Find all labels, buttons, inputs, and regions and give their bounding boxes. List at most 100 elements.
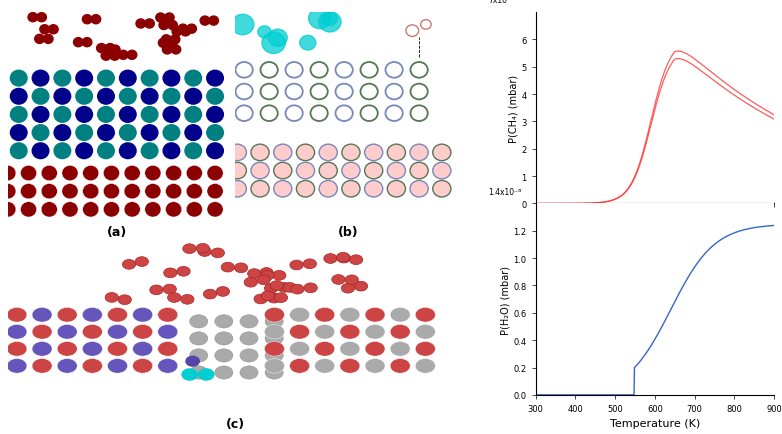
Circle shape: [289, 342, 310, 356]
Circle shape: [354, 282, 368, 291]
Circle shape: [283, 283, 296, 293]
Circle shape: [207, 184, 223, 199]
Circle shape: [177, 267, 190, 276]
Circle shape: [76, 107, 92, 123]
Circle shape: [345, 275, 358, 285]
Circle shape: [34, 35, 45, 44]
Circle shape: [278, 283, 291, 293]
Circle shape: [264, 342, 285, 356]
Circle shape: [32, 325, 52, 339]
Circle shape: [268, 30, 287, 47]
Circle shape: [185, 125, 202, 141]
Circle shape: [118, 51, 128, 60]
Circle shape: [178, 25, 188, 34]
Circle shape: [265, 349, 283, 362]
Circle shape: [432, 163, 451, 179]
Circle shape: [124, 184, 140, 199]
Circle shape: [342, 145, 360, 161]
Circle shape: [7, 308, 27, 322]
Text: (a): (a): [107, 225, 127, 238]
Circle shape: [106, 44, 115, 53]
Circle shape: [142, 107, 158, 123]
Circle shape: [32, 71, 48, 87]
Circle shape: [145, 166, 161, 181]
Circle shape: [206, 71, 224, 87]
Circle shape: [10, 144, 27, 159]
Circle shape: [48, 26, 58, 35]
Circle shape: [228, 181, 246, 197]
Circle shape: [32, 125, 48, 141]
Circle shape: [209, 17, 218, 26]
Circle shape: [332, 275, 345, 285]
Circle shape: [40, 26, 49, 35]
Circle shape: [32, 308, 52, 322]
Circle shape: [142, 71, 158, 87]
Circle shape: [189, 366, 208, 379]
Circle shape: [244, 278, 257, 287]
Y-axis label: P(H₂O) (mbar): P(H₂O) (mbar): [500, 265, 511, 334]
Circle shape: [228, 163, 246, 179]
Circle shape: [20, 184, 37, 199]
Circle shape: [185, 144, 202, 159]
Circle shape: [390, 342, 411, 356]
Circle shape: [98, 89, 114, 105]
Circle shape: [390, 308, 411, 322]
Circle shape: [107, 359, 127, 373]
Circle shape: [120, 107, 136, 123]
Circle shape: [410, 181, 429, 197]
Circle shape: [7, 359, 27, 373]
Circle shape: [309, 9, 331, 30]
Circle shape: [133, 308, 152, 322]
Circle shape: [185, 71, 202, 87]
Circle shape: [120, 125, 136, 141]
Circle shape: [82, 359, 102, 373]
Circle shape: [102, 46, 111, 55]
Circle shape: [290, 260, 303, 270]
Circle shape: [289, 359, 310, 373]
Circle shape: [364, 181, 382, 197]
Circle shape: [57, 342, 77, 356]
Circle shape: [200, 17, 210, 26]
Circle shape: [142, 144, 158, 159]
Circle shape: [82, 342, 102, 356]
Circle shape: [54, 144, 70, 159]
Circle shape: [415, 359, 436, 373]
Circle shape: [264, 308, 285, 322]
Circle shape: [37, 13, 46, 23]
Circle shape: [97, 44, 106, 53]
Circle shape: [340, 342, 360, 356]
Circle shape: [265, 315, 283, 328]
Text: (c): (c): [225, 417, 245, 430]
Circle shape: [98, 107, 114, 123]
Circle shape: [0, 166, 16, 181]
Circle shape: [171, 46, 181, 55]
Circle shape: [135, 257, 149, 267]
Circle shape: [156, 14, 165, 23]
Circle shape: [120, 144, 136, 159]
Circle shape: [103, 202, 120, 217]
Circle shape: [82, 16, 92, 25]
Circle shape: [181, 28, 190, 37]
Circle shape: [76, 125, 92, 141]
Circle shape: [170, 36, 180, 45]
Circle shape: [273, 271, 286, 280]
Circle shape: [145, 20, 154, 29]
Circle shape: [62, 166, 78, 181]
Circle shape: [159, 21, 169, 30]
Circle shape: [76, 144, 92, 159]
Circle shape: [319, 181, 337, 197]
Circle shape: [107, 342, 127, 356]
Circle shape: [211, 248, 224, 258]
Circle shape: [432, 181, 451, 197]
Circle shape: [342, 163, 360, 179]
Circle shape: [207, 166, 223, 181]
Circle shape: [57, 359, 77, 373]
Circle shape: [187, 25, 196, 34]
Circle shape: [76, 89, 92, 105]
Circle shape: [185, 107, 202, 123]
Circle shape: [415, 308, 436, 322]
Circle shape: [166, 184, 181, 199]
Circle shape: [145, 184, 161, 199]
Circle shape: [240, 315, 258, 328]
Circle shape: [142, 89, 158, 105]
